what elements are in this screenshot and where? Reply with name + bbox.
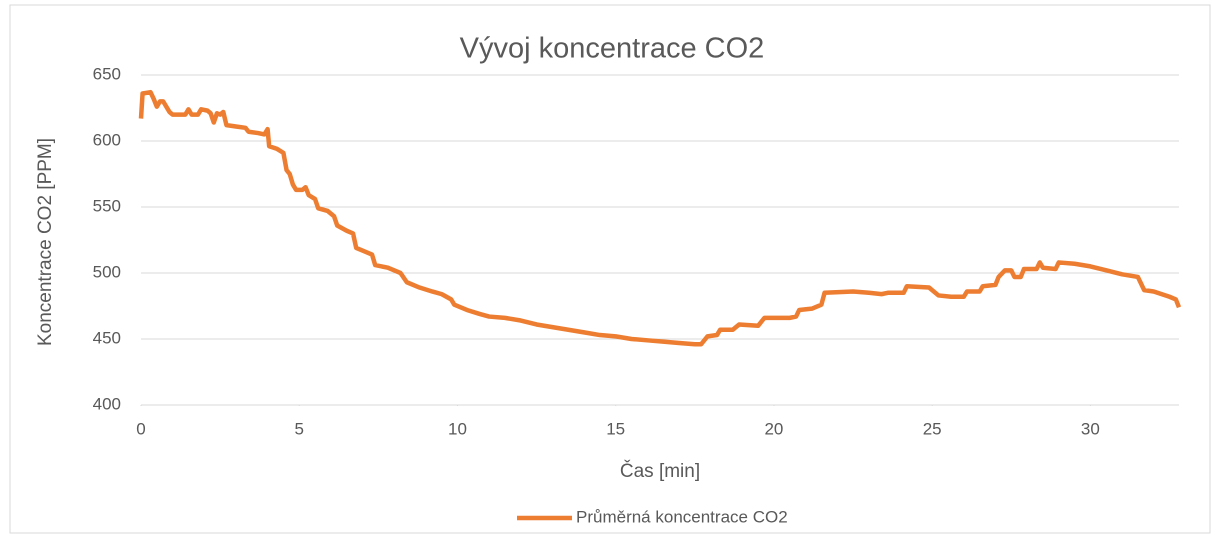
y-axis-label: Koncentrace CO2 [PPM] xyxy=(35,138,56,346)
chart-title: Vývoj koncentrace CO2 xyxy=(460,33,765,65)
x-axis-label: Čas [min] xyxy=(620,460,700,482)
x-tick-label: 15 xyxy=(606,419,625,438)
data-line xyxy=(138,89,1182,347)
x-tick-label: 25 xyxy=(923,419,942,438)
y-tick-label: 650 xyxy=(93,64,121,83)
x-tick-label: 0 xyxy=(136,419,145,438)
x-tick-label: 30 xyxy=(1081,419,1100,438)
y-tick-label: 500 xyxy=(93,262,121,281)
y-tick-label: 550 xyxy=(93,196,121,215)
y-tick-label: 400 xyxy=(93,394,121,413)
x-tick-label: 10 xyxy=(448,419,467,438)
y-tick-label: 600 xyxy=(93,130,121,149)
y-tick-label: 450 xyxy=(93,328,121,347)
legend-label: Průměrná koncentrace CO2 xyxy=(576,507,788,526)
x-tick-label: 20 xyxy=(764,419,783,438)
x-tick-label: 5 xyxy=(294,419,303,438)
